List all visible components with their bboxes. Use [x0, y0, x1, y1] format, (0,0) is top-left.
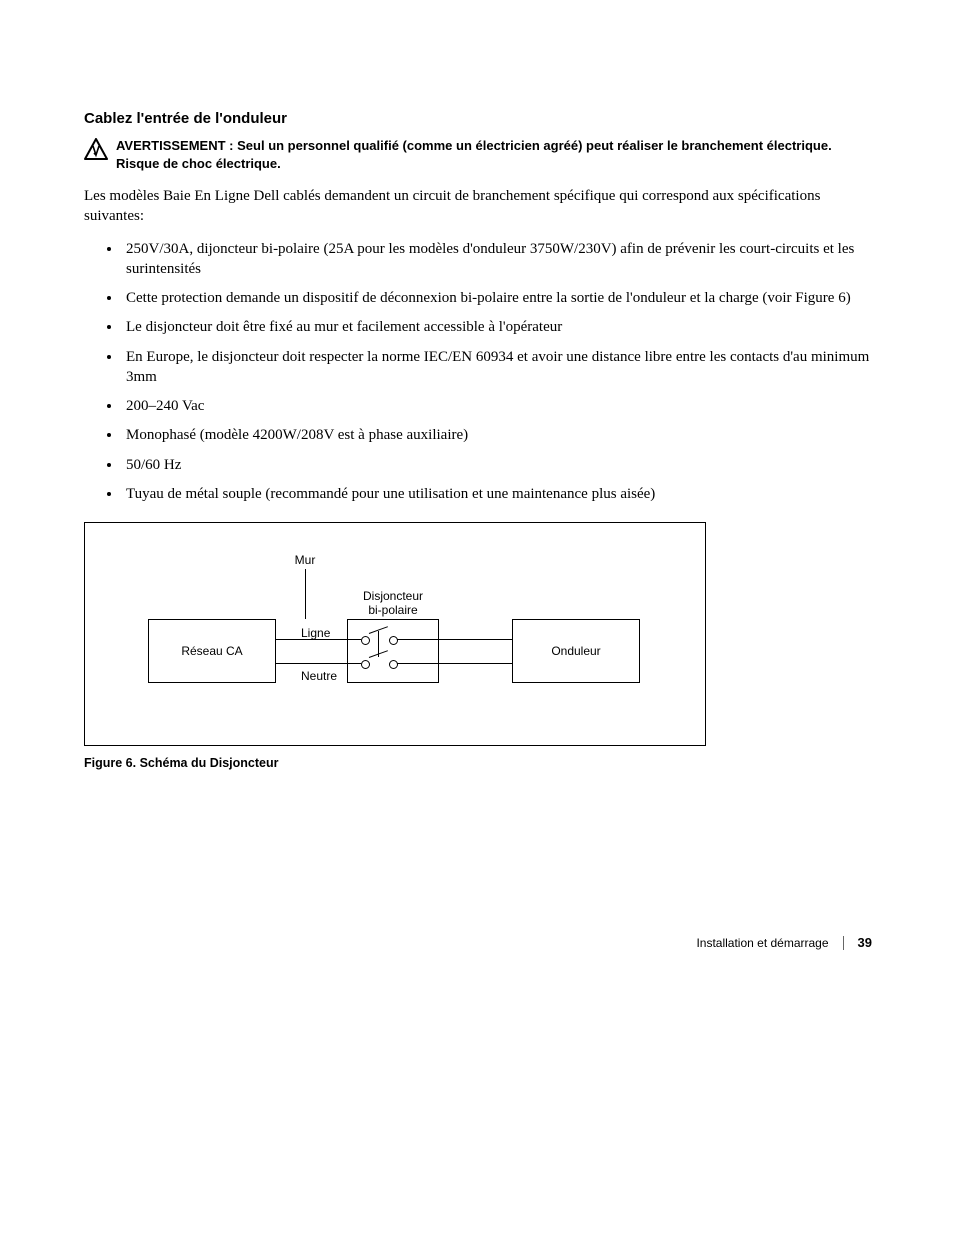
warning-icon: [84, 138, 110, 165]
diagram-line: [397, 663, 421, 664]
figure-diagram: Mur Disjoncteur bi-polaire Réseau CA Ond…: [84, 522, 706, 746]
diagram-line: [348, 663, 361, 664]
list-item: 200–240 Vac: [122, 396, 874, 416]
footer-section: Installation et démarrage: [696, 936, 828, 950]
diagram-line: [397, 639, 421, 640]
list-item: Cette protection demande un dispositif d…: [122, 288, 874, 308]
list-item: En Europe, le disjoncteur doit respecter…: [122, 347, 874, 388]
warning-text: AVERTISSEMENT : Seul un personnel qualif…: [116, 137, 874, 172]
diagram-line: [421, 639, 512, 640]
footer-separator: [843, 936, 844, 950]
diagram-line: [348, 639, 361, 640]
section-heading: Cablez l'entrée de l'onduleur: [84, 110, 874, 127]
diagram-label-neutre: Neutre: [301, 669, 347, 683]
list-item: Le disjoncteur doit être fixé au mur et …: [122, 317, 874, 337]
list-item: Tuyau de métal souple (recommandé pour u…: [122, 484, 874, 504]
diagram-label-mur: Mur: [285, 553, 325, 567]
list-item: Monophasé (modèle 4200W/208V est à phase…: [122, 425, 874, 445]
diagram-line: [421, 663, 512, 664]
diagram-box-onduleur: Onduleur: [512, 619, 640, 683]
diagram-line: [305, 569, 306, 619]
warning-label: AVERTISSEMENT :: [116, 138, 234, 153]
list-item: 50/60 Hz: [122, 455, 874, 475]
spec-list: 250V/30A, dijoncteur bi-polaire (25A pou…: [84, 239, 874, 505]
intro-paragraph: Les modèles Baie En Ligne Dell cablés de…: [84, 186, 874, 227]
page-footer: Installation et démarrage 39: [696, 935, 872, 950]
footer-page-number: 39: [858, 935, 872, 950]
diagram-label-disjoncteur: Disjoncteur bi-polaire: [353, 589, 433, 618]
figure-6: Mur Disjoncteur bi-polaire Réseau CA Ond…: [84, 522, 874, 770]
figure-caption: Figure 6. Schéma du Disjoncteur: [84, 756, 874, 770]
list-item: 250V/30A, dijoncteur bi-polaire (25A pou…: [122, 239, 874, 280]
warning-block: AVERTISSEMENT : Seul un personnel qualif…: [84, 137, 874, 172]
diagram-box-breaker: [347, 619, 439, 683]
diagram-line: [378, 631, 379, 657]
diagram-box-reseau: Réseau CA: [148, 619, 276, 683]
